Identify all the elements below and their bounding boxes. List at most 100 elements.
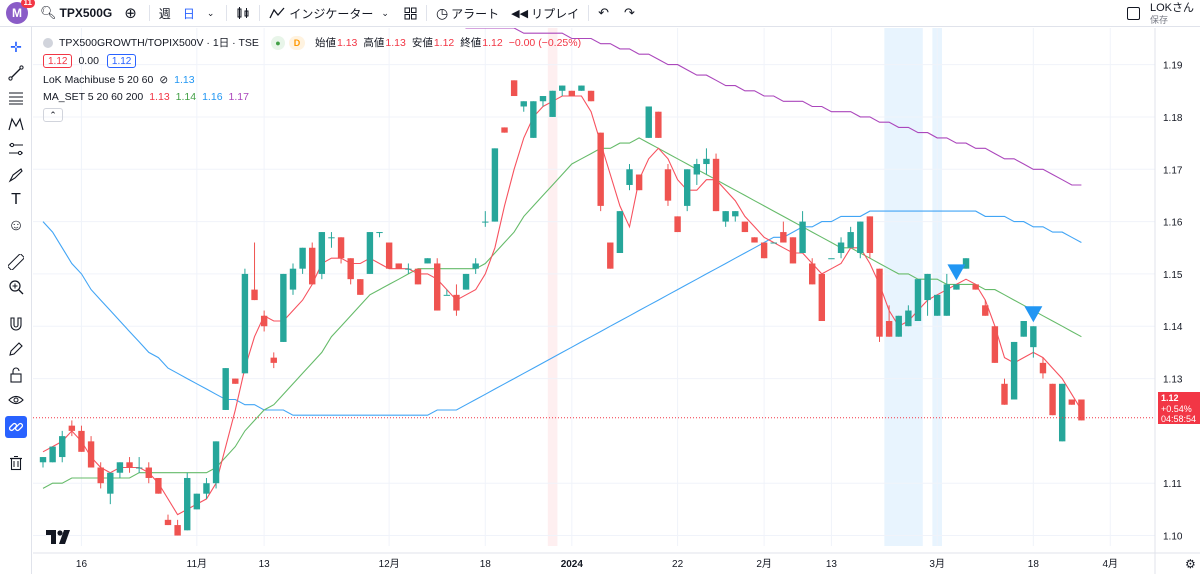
- candle-body: [607, 242, 614, 269]
- grid-icon: [404, 7, 417, 19]
- candle-body: [395, 263, 402, 269]
- candle-body: [520, 101, 527, 107]
- candle-body: [184, 477, 191, 531]
- symbol-legend-row[interactable]: TPX500GROWTH/TOPIX500V · 1日 · TSE ● D 始値…: [43, 34, 587, 51]
- drawing-toolbar: ✛ T ☺︎: [0, 27, 32, 574]
- chart-legend: TPX500GROWTH/TOPIX500V · 1日 · TSE ● D 始値…: [43, 34, 587, 122]
- layout-templates-button[interactable]: [398, 0, 423, 27]
- hidden-eye-icon[interactable]: ⊘: [159, 73, 169, 86]
- candle-body: [1068, 399, 1076, 405]
- measure-tool[interactable]: [5, 251, 27, 273]
- magnet-tool[interactable]: [5, 313, 27, 335]
- symbol-logo: [43, 37, 53, 48]
- candle-body: [280, 273, 287, 342]
- candle-body: [684, 169, 691, 206]
- candle-body: [895, 315, 902, 337]
- symbol-search[interactable]: 🔍︎ TPX500G: [34, 0, 118, 27]
- redo-button[interactable]: ↷: [618, 0, 644, 27]
- candle-body: [424, 258, 431, 264]
- candle-body: [587, 90, 595, 102]
- chevron-up-icon: ⌃: [49, 109, 57, 120]
- candle-body: [289, 268, 297, 290]
- user-avatar[interactable]: M 11: [6, 0, 35, 24]
- indicators-label: インジケーター: [289, 6, 374, 21]
- candle-body: [837, 242, 845, 253]
- trendline-tool[interactable]: [5, 62, 27, 84]
- brush-icon: [8, 168, 23, 183]
- candle-body: [299, 247, 306, 269]
- candle-body: [712, 158, 720, 212]
- fib-tool[interactable]: [5, 87, 27, 109]
- indicator-name: MA_SET 5 20 60 200: [43, 90, 144, 103]
- account-area: LOKさん 保存: [1126, 2, 1194, 25]
- lock-drawings-tool[interactable]: [5, 364, 27, 386]
- candle-body: [357, 279, 364, 295]
- ruler-icon: [8, 254, 24, 270]
- chart-pane[interactable]: 1.19 1.18 1.17 1.16 1.15 1.14 1.13 1.11 1.10 16 11…: [33, 28, 1200, 574]
- bid-chip[interactable]: 1.12: [43, 54, 73, 68]
- fullscreen-checkbox[interactable]: [1126, 7, 1140, 20]
- stay-drawing-tool[interactable]: [5, 338, 27, 360]
- brush-tool[interactable]: [5, 164, 27, 186]
- projection-tool[interactable]: [5, 138, 27, 160]
- redo-icon: ↷: [624, 5, 635, 20]
- interval-day-button[interactable]: 日: [177, 0, 201, 27]
- hide-drawings-tool[interactable]: [5, 389, 27, 411]
- candle-body: [135, 467, 143, 469]
- sync-drawings-tool[interactable]: [5, 416, 27, 438]
- chart-type-button[interactable]: [230, 0, 256, 27]
- candle-body: [674, 216, 681, 233]
- candle-body: [809, 263, 816, 285]
- ask-chip[interactable]: 1.12: [106, 54, 137, 68]
- indicator-row-ma-set[interactable]: MA_SET 5 20 60 200 1.13 1.14 1.16 1.17: [43, 88, 587, 105]
- candle-body: [1039, 362, 1047, 374]
- compare-symbol-button[interactable]: ⊕: [118, 0, 146, 27]
- interval-week-label: 週: [158, 6, 171, 21]
- interval-week-button[interactable]: 週: [153, 0, 177, 27]
- replay-button[interactable]: ◀◀ リプレイ: [505, 0, 585, 27]
- gear-icon[interactable]: ⚙: [1185, 557, 1196, 571]
- candle-body: [933, 294, 941, 316]
- zoom-tool[interactable]: [5, 276, 27, 298]
- candle-body: [943, 284, 951, 316]
- ohlc-open-key: 始値: [314, 37, 336, 49]
- lock-icon: [10, 367, 22, 383]
- ohlc-open-value: 1.13: [336, 36, 358, 49]
- collapse-legend-button[interactable]: ⌃: [43, 108, 63, 122]
- ma200-value: 1.17: [228, 90, 249, 103]
- candle-body: [876, 268, 883, 337]
- candle-body: [145, 467, 152, 478]
- crosshair-tool[interactable]: ✛: [5, 36, 27, 58]
- x-axis-tick-label: 13: [259, 559, 271, 570]
- icon-tool[interactable]: ☺︎: [5, 215, 27, 237]
- interval-dropdown[interactable]: ⌄: [201, 0, 224, 27]
- divider: [425, 5, 427, 21]
- text-icon: T: [11, 191, 21, 208]
- remove-drawings-tool[interactable]: [5, 452, 27, 474]
- candle-body: [510, 80, 518, 97]
- delayed-data-badge: D: [288, 35, 305, 50]
- price-chart[interactable]: 1.19 1.18 1.17 1.16 1.15 1.14 1.13 1.11 1.10 16 11…: [33, 28, 1200, 574]
- candle-body: [97, 467, 104, 484]
- candle-body: [1049, 383, 1056, 416]
- candle-body: [1030, 326, 1037, 348]
- undo-button[interactable]: ↶: [592, 0, 618, 27]
- save-layout-button[interactable]: LOKさん 保存: [1150, 2, 1194, 25]
- candle-body: [664, 169, 672, 201]
- alert-button[interactable]: ◷ アラート: [430, 0, 505, 27]
- crosshair-icon: ✛: [10, 38, 22, 55]
- candle-body: [568, 90, 576, 97]
- indicators-button[interactable]: インジケーター ⌄: [263, 0, 398, 27]
- pattern-tool[interactable]: [5, 113, 27, 135]
- candle-body: [828, 258, 835, 260]
- candle-body: [376, 232, 383, 234]
- candle-body: [270, 357, 277, 363]
- candle-body: [87, 441, 95, 468]
- candles-icon: [237, 7, 249, 19]
- undo-icon: ↶: [598, 5, 610, 20]
- candle-body: [241, 273, 249, 374]
- text-tool[interactable]: T: [5, 189, 27, 211]
- ohlc-low-value: 1.12: [433, 36, 455, 49]
- indicator-row-machibuse[interactable]: LoK Machibuse 5 20 60 ⊘ 1.13: [43, 71, 587, 88]
- y-axis-tick-label: 1.17: [1163, 165, 1183, 176]
